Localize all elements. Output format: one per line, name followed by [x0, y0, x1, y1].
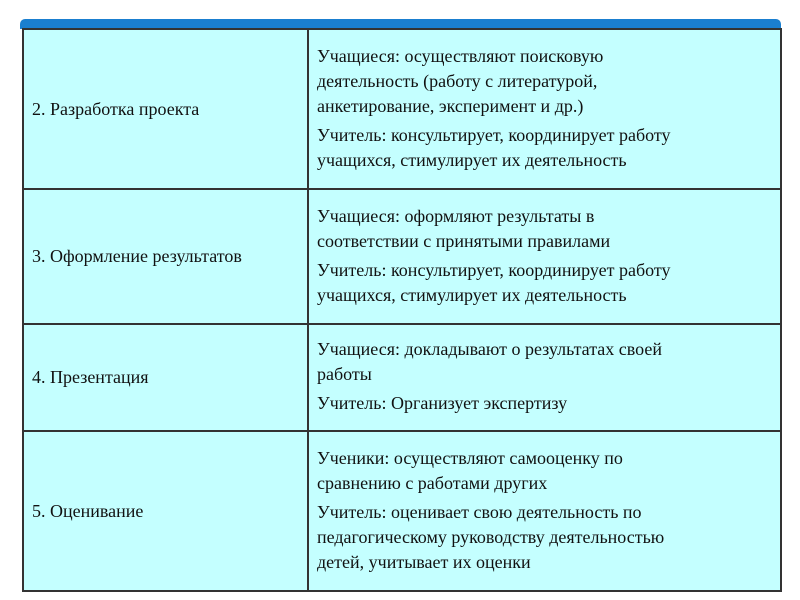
stage-cell: 2. Разработка проекта [22, 28, 309, 190]
teacher-text: Учитель: консультирует, координирует раб… [317, 259, 671, 305]
teacher-text: Учитель: Организует экспертизу [317, 393, 568, 413]
table-row: 3. Оформление результатов Учащиеся: офор… [22, 188, 782, 325]
project-stages-table: 2. Разработка проекта Учащиеся: осуществ… [22, 28, 782, 592]
table-row: 5. Оценивание Ученики: осуществляют само… [22, 430, 782, 592]
students-text: Ученики: осуществляют самооценку по срав… [317, 447, 623, 493]
stage-cell: 3. Оформление результатов [22, 188, 309, 325]
teacher-text: Учитель: оценивает свою деятельность по … [317, 501, 665, 572]
stage-cell: 4. Презентация [22, 323, 309, 432]
teacher-text: Учитель: консультирует, координирует раб… [317, 124, 671, 170]
table-row: 2. Разработка проекта Учащиеся: осуществ… [22, 28, 782, 190]
students-text: Учащиеся: оформляют результаты в соответ… [317, 205, 611, 251]
description-cell: Учащиеся: оформляют результаты в соответ… [307, 188, 782, 325]
table-row: 4. Презентация Учащиеся: докладывают о р… [22, 323, 782, 432]
description-cell: Учащиеся: осуществляют поисковую деятель… [307, 28, 782, 190]
description-cell: Ученики: осуществляют самооценку по срав… [307, 430, 782, 592]
stage-cell: 5. Оценивание [22, 430, 309, 592]
students-text: Учащиеся: осуществляют поисковую деятель… [317, 45, 604, 116]
students-text: Учащиеся: докладывают о результатах свое… [317, 339, 662, 384]
description-cell: Учащиеся: докладывают о результатах свое… [307, 323, 782, 432]
slide-header-bar [20, 19, 781, 29]
